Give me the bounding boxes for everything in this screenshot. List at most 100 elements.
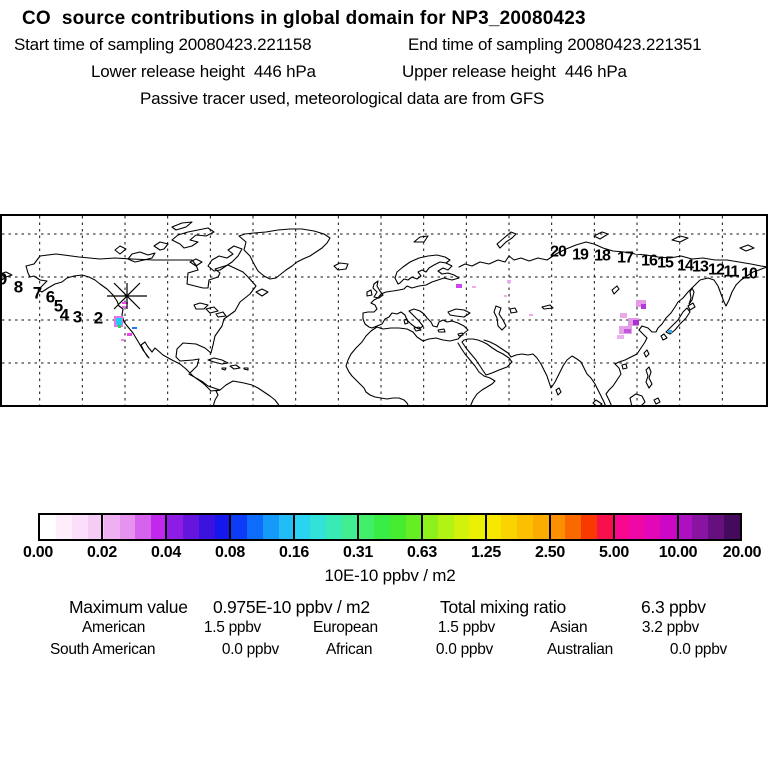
concentration-dot [529, 314, 533, 316]
receptor-asterisk-marker [107, 282, 147, 310]
max-value-label: Maximum value [69, 597, 188, 617]
colorbar-cell [135, 515, 152, 539]
colorbar-cell [262, 515, 279, 539]
colorbar-segment-divider [421, 515, 423, 539]
colorbar [38, 513, 742, 541]
colorbar-segment-divider [677, 515, 679, 539]
colorbar-tick-label: 10.00 [658, 544, 698, 561]
colorbar-tick-label: 0.63 [407, 544, 437, 561]
trajectory-hour-label: 19 [572, 247, 589, 264]
colorbar-cell [199, 515, 215, 539]
trajectory-hour-label: 8 [14, 278, 23, 297]
colorbar-tick-label: 0.00 [23, 544, 53, 561]
colorbar-cell [405, 515, 422, 539]
start-time-label: Start time of sampling 20080423.221158 [14, 35, 312, 54]
world-map-panel: 9 8 7 6 5 4 3 2 20 19 18 17 16 15 14 13 12 11 10 [0, 214, 768, 408]
colorbar-units-label: 10E-10 ppbv / m2 [324, 566, 456, 585]
colorbar-tick-label: 0.04 [151, 544, 181, 561]
colorbar-cell [214, 515, 231, 539]
colorbar-cell [628, 515, 645, 539]
map-ocean-background [0, 214, 768, 407]
trajectory-hour-label: 17 [617, 250, 634, 267]
trajectory-hour-label: 2 [94, 309, 103, 328]
region-name: Australian [547, 641, 613, 658]
colorbar-cell [644, 515, 661, 539]
trajectory-hour-labels: 9 8 7 6 54 3 2 20 19 18 17 16 15 14 13 12 11 10 [0, 244, 759, 328]
coast-caribbean [207, 357, 249, 371]
colorbar-cell [501, 515, 518, 539]
concentration-dot [127, 333, 132, 336]
colorbar-tick-label: 5.00 [599, 544, 629, 561]
concentration-dot [504, 295, 507, 297]
region-name: South American [50, 641, 156, 658]
coast-scandinavia [394, 254, 451, 285]
region-value: 0.0 ppbv [669, 641, 727, 658]
colorbar-cell [358, 515, 375, 539]
coast-south-america [212, 380, 281, 408]
colorbar-cell [374, 515, 390, 539]
total-ratio-value: 6.3 ppbv [641, 597, 706, 617]
colorbar-tick-label: 0.02 [87, 544, 117, 561]
coast-japan-pacific-islands [403, 287, 696, 408]
trajectory-hour-label: 18 [594, 248, 611, 265]
colorbar-segment-divider [485, 515, 487, 539]
concentration-dot [456, 284, 462, 288]
colorbar-cell [326, 515, 343, 539]
colorbar-segment-divider [293, 515, 295, 539]
colorbar-segment-divider [101, 515, 103, 539]
colorbar-cell [596, 515, 613, 539]
colorbar-segment-divider [165, 515, 167, 539]
trajectory-hour-label: 20 [550, 244, 567, 261]
trajectory-hour-label: 5 [54, 297, 63, 316]
region-value: 3.2 ppbv [641, 619, 699, 636]
concentration-dot [122, 306, 127, 308]
page-title: CO source contributions in global domain… [22, 8, 586, 29]
colorbar-cell [580, 515, 597, 539]
colorbar-cell [183, 515, 200, 539]
region-value: 1.5 ppbv [203, 619, 261, 636]
colorbar-tick-labels: 0.00 0.02 0.04 0.08 0.16 0.31 0.63 1.25 2.50 5.00… [0, 544, 768, 562]
colorbar-tick-label: 0.08 [215, 544, 245, 561]
region-value: 0.0 ppbv [435, 641, 493, 658]
trajectory-hour-label: 13 [692, 259, 709, 276]
colorbar-tick-label: 2.50 [535, 544, 565, 561]
colorbar-tick-label: 20.00 [722, 544, 762, 561]
coast-east-asia [605, 266, 768, 408]
concentration-dot [633, 320, 639, 325]
concentration-dot [507, 280, 511, 283]
colorbar-cell [437, 515, 454, 539]
concentration-dot [472, 286, 476, 288]
region-name: African [326, 641, 373, 658]
concentration-dot [641, 304, 646, 309]
trajectory-hour-label: 6 [46, 288, 55, 307]
concentration-dot [121, 339, 124, 341]
colorbar-cell [87, 515, 104, 539]
coast-greenland [238, 228, 331, 280]
colorbar-cell [676, 515, 693, 539]
coast-north-america [25, 253, 257, 392]
colorbar-tick-label: 0.31 [343, 544, 373, 561]
colorbar-cell [151, 515, 168, 539]
colorbar-cell [421, 515, 438, 539]
region-name: Asian [550, 619, 588, 636]
colorbar-cell [119, 515, 136, 539]
trajectory-hour-label: 9 [0, 270, 7, 289]
concentration-dots [114, 280, 672, 341]
colorbar-cell [40, 515, 56, 539]
trajectory-hour-label: 3 [73, 308, 82, 327]
colorbar-segment-divider [549, 515, 551, 539]
world-map: 9 8 7 6 54 3 2 20 19 18 17 16 15 14 13 12 11 10 [0, 214, 768, 408]
colorbar-cell [167, 515, 184, 539]
concentration-dot [620, 313, 627, 318]
coastlines [0, 221, 768, 408]
trajectory-hour-label: 14 [677, 258, 694, 275]
concentration-dot [668, 330, 672, 333]
concentration-dot [118, 325, 121, 328]
coast-arabia [461, 338, 513, 376]
trajectory-hour-label: 10 [741, 266, 758, 283]
coast-arctic-islands [0, 221, 755, 297]
colorbar-cell [469, 515, 486, 539]
map-border [0, 214, 768, 407]
coast-europe-africa [345, 262, 469, 408]
